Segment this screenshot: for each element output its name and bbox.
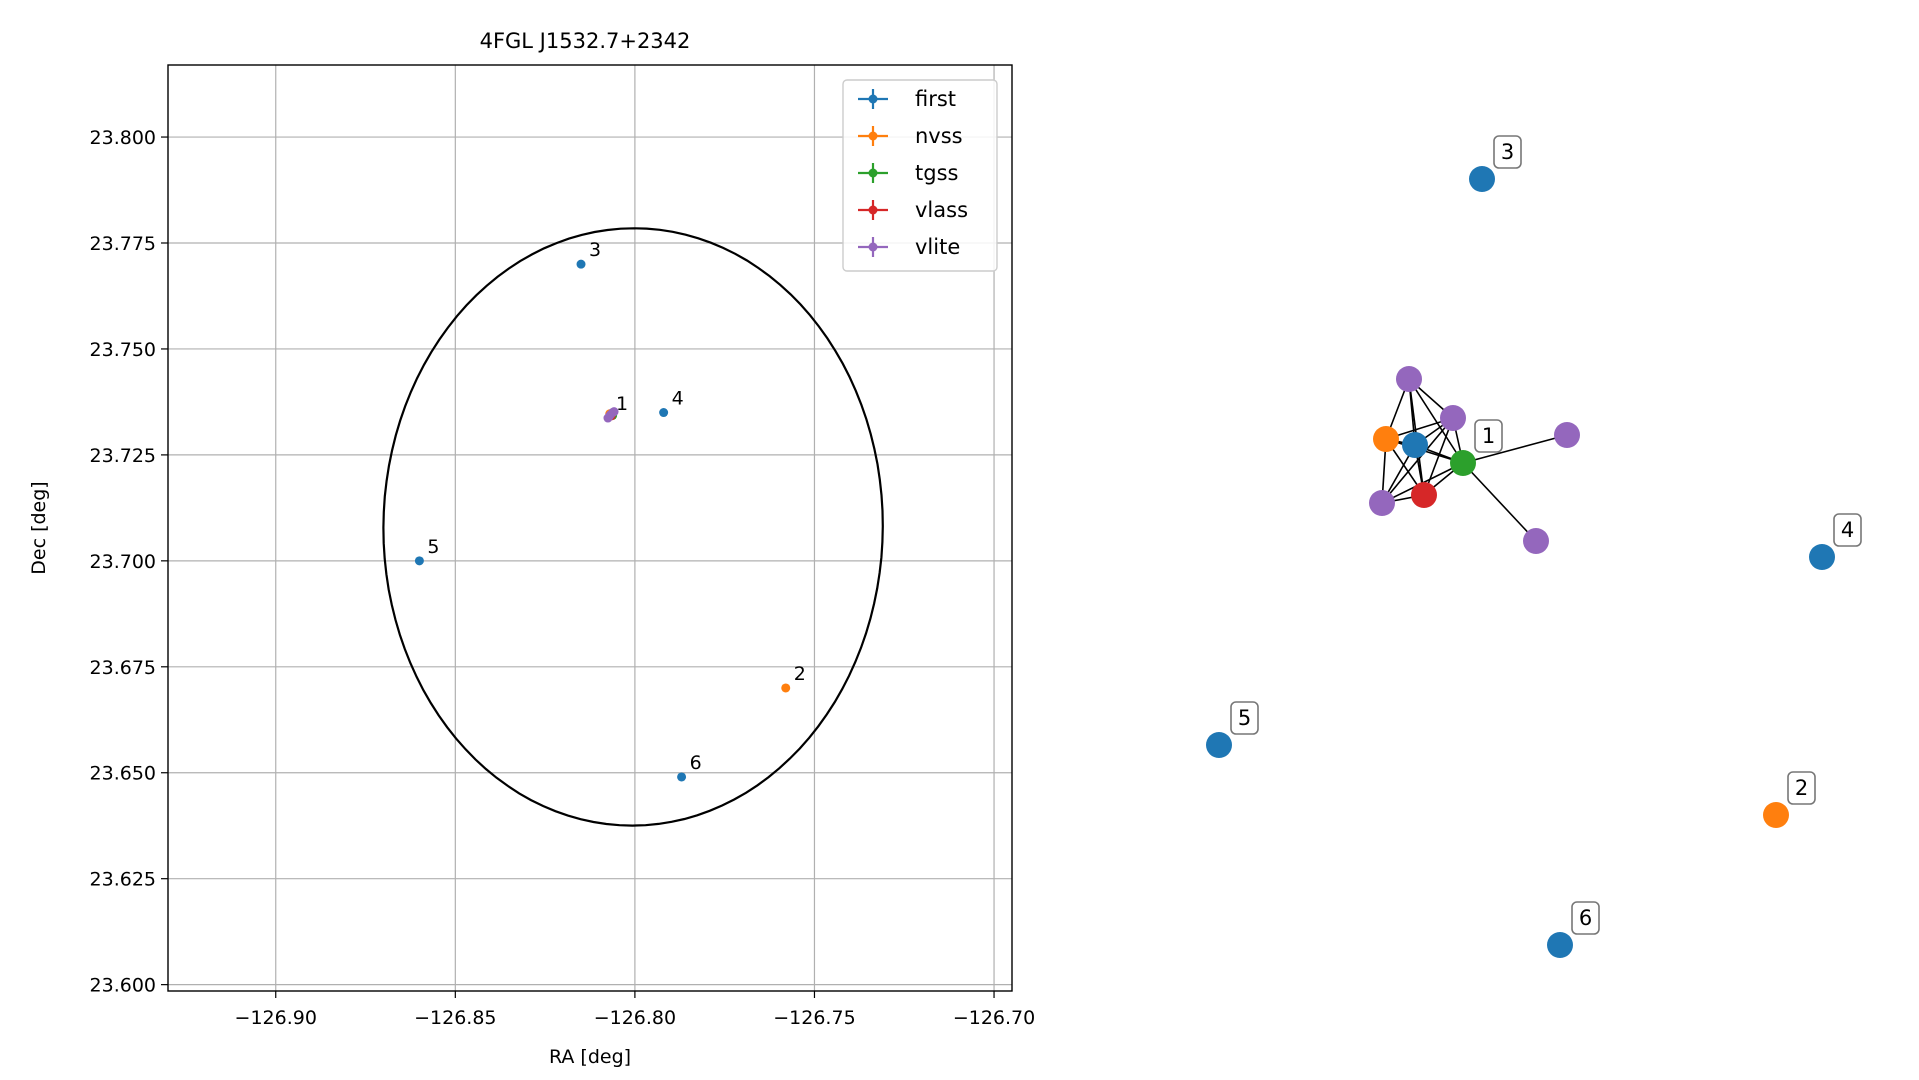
graph-label: 6 — [1579, 906, 1592, 930]
graph-edge — [1408, 378, 1464, 464]
point-label: 6 — [690, 752, 702, 774]
graph-node — [1450, 450, 1476, 476]
graph-label-box — [1787, 771, 1816, 805]
data-point-nvss — [781, 683, 791, 693]
data-point-first — [414, 556, 424, 566]
legend-marker-vlass — [868, 205, 878, 215]
error-ellipse — [382, 227, 884, 827]
point-label: 5 — [427, 536, 439, 558]
graph-label-box — [1571, 901, 1600, 935]
graph-node — [1547, 932, 1573, 958]
graph-edge — [1462, 434, 1568, 464]
graph-node — [1809, 544, 1835, 570]
graph-node — [1411, 482, 1437, 508]
x-axis-ticks: −126.90 −126.85 −126.80 −126.75 −126.70 — [235, 991, 1035, 1029]
y-tick-label: 23.800 — [90, 127, 156, 149]
graph-edge — [1423, 417, 1454, 496]
point-label: 4 — [672, 388, 684, 410]
graph-labels: 1 2 3 4 5 6 — [1230, 135, 1862, 935]
x-tick-label: −126.75 — [773, 1007, 855, 1029]
axes-frame — [167, 64, 1013, 992]
x-tick-label: −126.85 — [414, 1007, 496, 1029]
y-axis-label: Dec [deg] — [28, 481, 50, 574]
chart-title: 4FGL J1532.7+2342 — [480, 29, 691, 53]
graph-label: 5 — [1238, 706, 1251, 730]
graph-node — [1554, 422, 1580, 448]
graph-nodes — [1206, 166, 1835, 958]
graph-label-box — [1833, 513, 1862, 547]
point-label: 1 — [616, 393, 628, 415]
y-tick-label: 23.750 — [90, 339, 156, 361]
x-tick-label: −126.90 — [235, 1007, 317, 1029]
network-graph: 1 2 3 4 5 6 — [1206, 135, 1862, 958]
graph-label-box — [1230, 701, 1259, 735]
graph-label-box — [1474, 419, 1503, 453]
x-tick-label: −126.80 — [594, 1007, 676, 1029]
y-axis-ticks: 23.600 23.625 23.650 23.675 23.700 23.725 23.7… — [90, 127, 168, 997]
graph-node — [1369, 490, 1395, 516]
x-tick-label: −126.70 — [953, 1007, 1035, 1029]
y-tick-label: 23.650 — [90, 763, 156, 785]
data-point-first — [659, 408, 669, 418]
graph-edge — [1462, 462, 1537, 542]
legend-marker-tgss — [868, 168, 878, 178]
legend-label-first: first — [915, 87, 956, 111]
legend-label-vlite: vlite — [915, 235, 960, 259]
data-point-first — [576, 259, 586, 269]
legend-marker-nvss — [868, 131, 878, 141]
data-points: 3 4 5 6 2 1 — [414, 239, 806, 782]
graph-node — [1440, 405, 1466, 431]
y-tick-label: 23.725 — [90, 445, 156, 467]
graph-label: 1 — [1482, 424, 1495, 448]
y-tick-label: 23.625 — [90, 869, 156, 891]
graph-label: 2 — [1795, 776, 1808, 800]
legend-entries: first nvss tgss vlass vlite — [858, 87, 968, 259]
graph-node — [1402, 432, 1428, 458]
legend-marker-first — [868, 94, 878, 104]
graph-edge — [1381, 417, 1454, 504]
graph-node — [1469, 166, 1495, 192]
y-tick-label: 23.675 — [90, 657, 156, 679]
data-point-first — [677, 772, 687, 782]
graph-label-box — [1493, 135, 1522, 169]
graph-node — [1373, 426, 1399, 452]
graph-label: 4 — [1841, 518, 1854, 542]
point-label: 3 — [589, 239, 601, 261]
point-label: 2 — [794, 663, 806, 685]
graph-node — [1396, 366, 1422, 392]
data-point-vlite — [604, 412, 614, 422]
legend-box — [842, 79, 998, 272]
y-tick-label: 23.600 — [90, 975, 156, 997]
x-axis-label: RA [deg] — [549, 1046, 631, 1068]
legend-label-vlass: vlass — [915, 198, 968, 222]
graph-node — [1523, 528, 1549, 554]
y-tick-label: 23.775 — [90, 233, 156, 255]
legend-label-nvss: nvss — [915, 124, 963, 148]
legend: first nvss tgss vlass vlite — [842, 79, 998, 272]
graph-node — [1206, 732, 1232, 758]
graph-node — [1763, 802, 1789, 828]
graph-label: 3 — [1501, 140, 1514, 164]
legend-marker-vlite — [868, 242, 878, 252]
legend-label-tgss: tgss — [915, 161, 958, 185]
y-tick-label: 23.700 — [90, 551, 156, 573]
